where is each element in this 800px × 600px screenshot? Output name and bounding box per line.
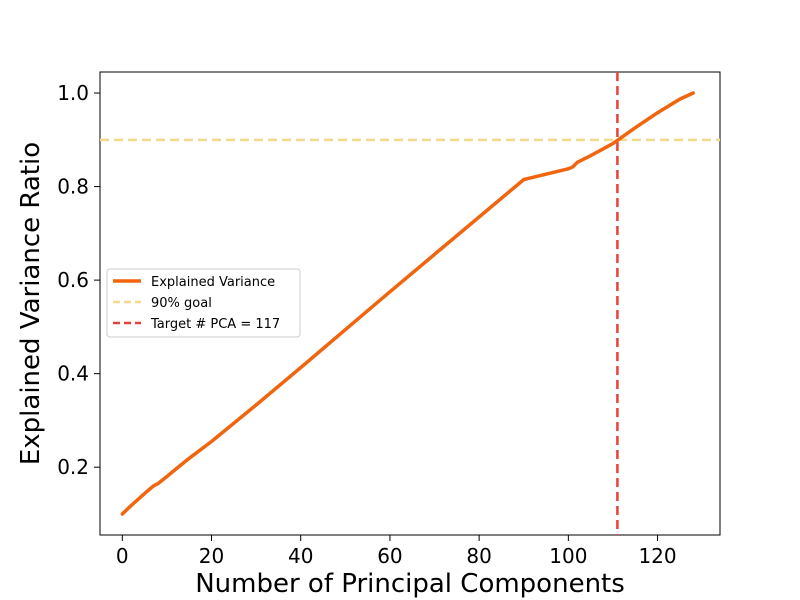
legend: Explained Variance 90% goal Target # PCA =… <box>106 268 301 338</box>
x-tick-label: 60 <box>377 544 402 568</box>
y-axis-title: Explained Variance Ratio <box>16 142 46 465</box>
series-line-explained-variance <box>120 91 695 516</box>
y-tick-label: 1.0 <box>57 81 89 105</box>
reference-lines <box>100 72 720 535</box>
x-tick-label: 120 <box>638 544 676 568</box>
x-axis-ticks: 0 20 40 60 80 100 120 <box>116 535 677 568</box>
legend-box <box>106 268 301 338</box>
plot-frame <box>99 71 721 536</box>
x-axis-title: Number of Principal Components <box>195 569 625 599</box>
x-tick-label: 100 <box>549 544 587 568</box>
x-tick-label: 40 <box>288 544 313 568</box>
y-axis-ticks: 0.2 0.4 0.6 0.8 1.0 <box>57 81 100 479</box>
y-tick-label: 0.8 <box>57 175 89 199</box>
legend-label: Target # PCA = 117 <box>150 317 280 332</box>
y-tick-label: 0.6 <box>57 268 89 292</box>
x-tick-label: 20 <box>199 544 224 568</box>
series-layer <box>120 91 695 516</box>
y-tick-label: 0.4 <box>57 362 89 386</box>
legend-label: 90% goal <box>151 296 212 311</box>
x-tick-label: 80 <box>466 544 491 568</box>
x-tick-label: 0 <box>116 544 129 568</box>
y-tick-label: 0.2 <box>57 455 89 479</box>
plot-area <box>99 71 721 536</box>
legend-label: Explained Variance <box>151 275 275 290</box>
